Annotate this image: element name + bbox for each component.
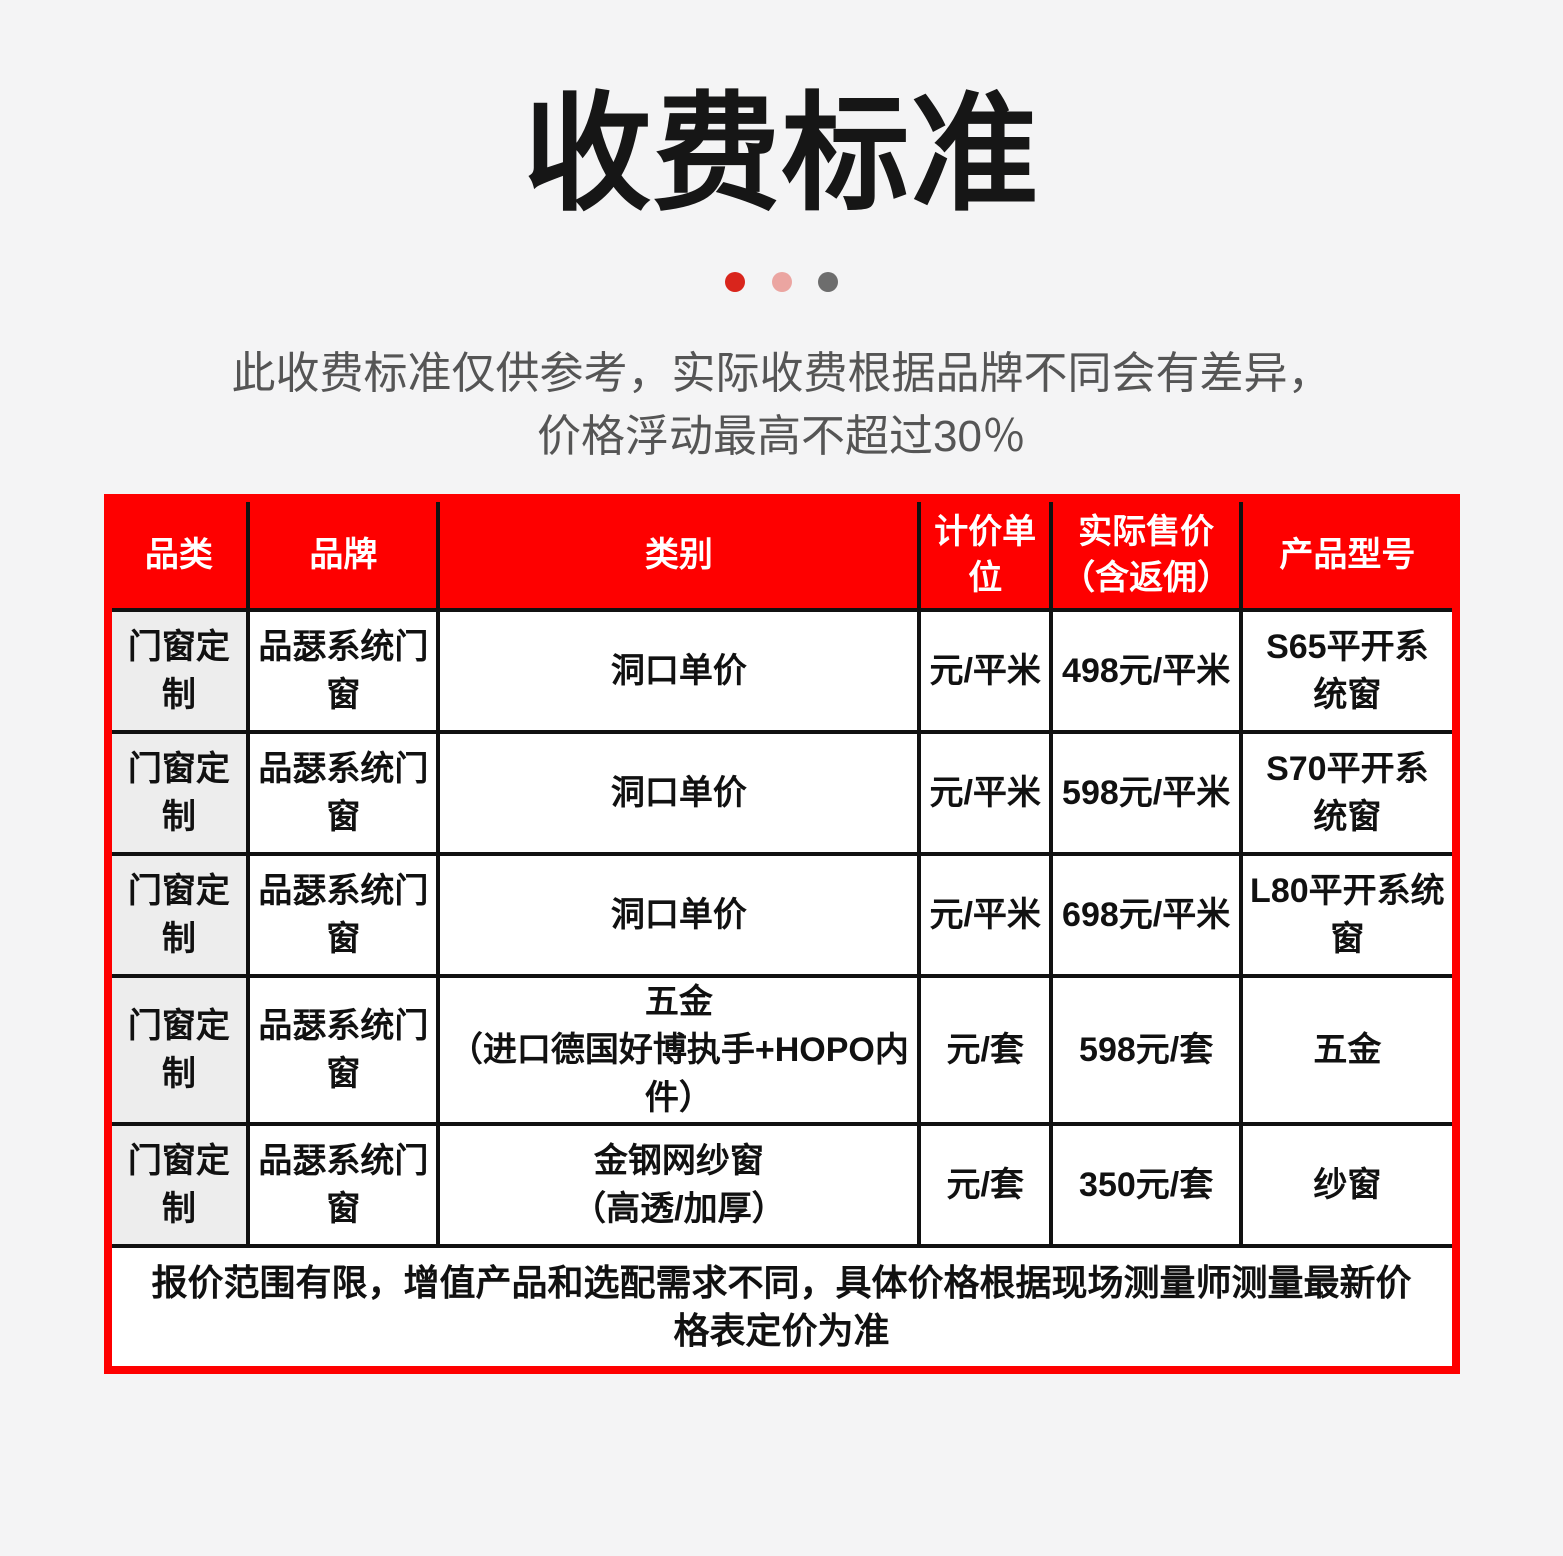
cell-price: 350元/套 — [1049, 1122, 1244, 1248]
column-header-label: 实际售价 — [1078, 513, 1215, 551]
dot-red-icon — [725, 272, 746, 292]
column-header-brand: 品牌 — [246, 496, 441, 612]
cell-price: 598元/套 — [1049, 974, 1244, 1126]
table-row: 门窗定制 品瑟系统门窗 洞口单价 元/平米 498元/平米 S65平开系统窗 — [105, 608, 1458, 734]
column-header-sublabel: （含返佣） — [1061, 559, 1232, 597]
column-header-price: 实际售价 （含返佣） — [1049, 496, 1244, 612]
cell-type-line-2: （进口德国好博执手+HOPO内件） — [448, 1031, 909, 1117]
table-row: 门窗定制 品瑟系统门窗 洞口单价 元/平米 698元/平米 L80平开系统窗 — [105, 852, 1458, 978]
cell-unit: 元/平米 — [917, 730, 1054, 856]
dot-pink-icon — [771, 272, 792, 292]
cell-type: 洞口单价 — [436, 852, 922, 978]
table-row: 门窗定制 品瑟系统门窗 金钢网纱窗 （高透/加厚） 元/套 350元/套 纱窗 — [105, 1122, 1458, 1248]
dot-gray-icon — [817, 272, 838, 292]
cell-model: S65平开系统窗 — [1239, 608, 1458, 734]
cell-price: 698元/平米 — [1049, 852, 1244, 978]
column-header-label: 计价单位 — [934, 513, 1037, 597]
cell-unit: 元/平米 — [917, 852, 1054, 978]
cell-brand: 品瑟系统门窗 — [246, 852, 441, 978]
cell-model: 五金 — [1239, 974, 1458, 1126]
cell-type-line-2: （高透/加厚） — [572, 1190, 786, 1228]
cell-model: L80平开系统窗 — [1239, 852, 1458, 978]
cell-brand: 品瑟系统门窗 — [246, 974, 441, 1126]
table-row: 门窗定制 品瑟系统门窗 五金 （进口德国好博执手+HOPO内件） 元/套 598… — [105, 974, 1458, 1126]
footnote-text: 报价范围有限，增值产品和选配需求不同，具体价格根据现场测量师测量最新价格表定价为… — [105, 1244, 1458, 1372]
column-header-label: 产品型号 — [1279, 536, 1416, 574]
column-header-label: 品类 — [144, 536, 213, 574]
table-header-row: 品类 品牌 类别 计价单位 实际售价 （含返佣） 产品型号 — [105, 496, 1458, 612]
table-footnote-row: 报价范围有限，增值产品和选配需求不同，具体价格根据现场测量师测量最新价格表定价为… — [105, 1244, 1458, 1372]
cell-unit: 元/平米 — [917, 608, 1054, 734]
cell-type: 洞口单价 — [436, 730, 922, 856]
disclaimer-line-1: 此收费标准仅供参考，实际收费根据品牌不同会有差异， — [231, 349, 1332, 398]
dot-separator — [0, 272, 1563, 292]
cell-brand: 品瑟系统门窗 — [246, 608, 441, 734]
cell-price: 498元/平米 — [1049, 608, 1244, 734]
column-header-label: 类别 — [644, 536, 713, 574]
column-header-unit: 计价单位 — [917, 496, 1054, 612]
cell-model: S70平开系统窗 — [1239, 730, 1458, 856]
cell-category: 门窗定制 — [105, 974, 251, 1126]
disclaimer-line-2: 价格浮动最高不超过30％ — [537, 412, 1026, 461]
cell-type: 金钢网纱窗 （高透/加厚） — [436, 1122, 922, 1248]
cell-type: 洞口单价 — [436, 608, 922, 734]
cell-type-line-1: 金钢网纱窗 — [593, 1142, 764, 1180]
disclaimer-text: 此收费标准仅供参考，实际收费根据品牌不同会有差异， 价格浮动最高不超过30％ — [0, 342, 1563, 468]
cell-type-line-1: 五金 — [644, 983, 713, 1021]
cell-brand: 品瑟系统门窗 — [246, 1122, 441, 1248]
column-header-label: 品牌 — [309, 536, 378, 574]
cell-category: 门窗定制 — [105, 1122, 251, 1248]
column-header-model: 产品型号 — [1239, 496, 1458, 612]
cell-category: 门窗定制 — [105, 730, 251, 856]
column-header-type: 类别 — [436, 496, 922, 612]
cell-model: 纱窗 — [1239, 1122, 1458, 1248]
cell-brand: 品瑟系统门窗 — [246, 730, 441, 856]
cell-type: 五金 （进口德国好博执手+HOPO内件） — [436, 974, 922, 1126]
table-row: 门窗定制 品瑟系统门窗 洞口单价 元/平米 598元/平米 S70平开系统窗 — [105, 730, 1458, 856]
cell-category: 门窗定制 — [105, 852, 251, 978]
price-table: 品类 品牌 类别 计价单位 实际售价 （含返佣） 产品型号 门窗定制 品瑟系统门… — [103, 494, 1460, 1374]
cell-unit: 元/套 — [917, 974, 1054, 1126]
cell-price: 598元/平米 — [1049, 730, 1244, 856]
cell-category: 门窗定制 — [105, 608, 251, 734]
cell-unit: 元/套 — [917, 1122, 1054, 1248]
column-header-category: 品类 — [105, 496, 251, 612]
page-title: 收费标准 — [523, 83, 1040, 226]
